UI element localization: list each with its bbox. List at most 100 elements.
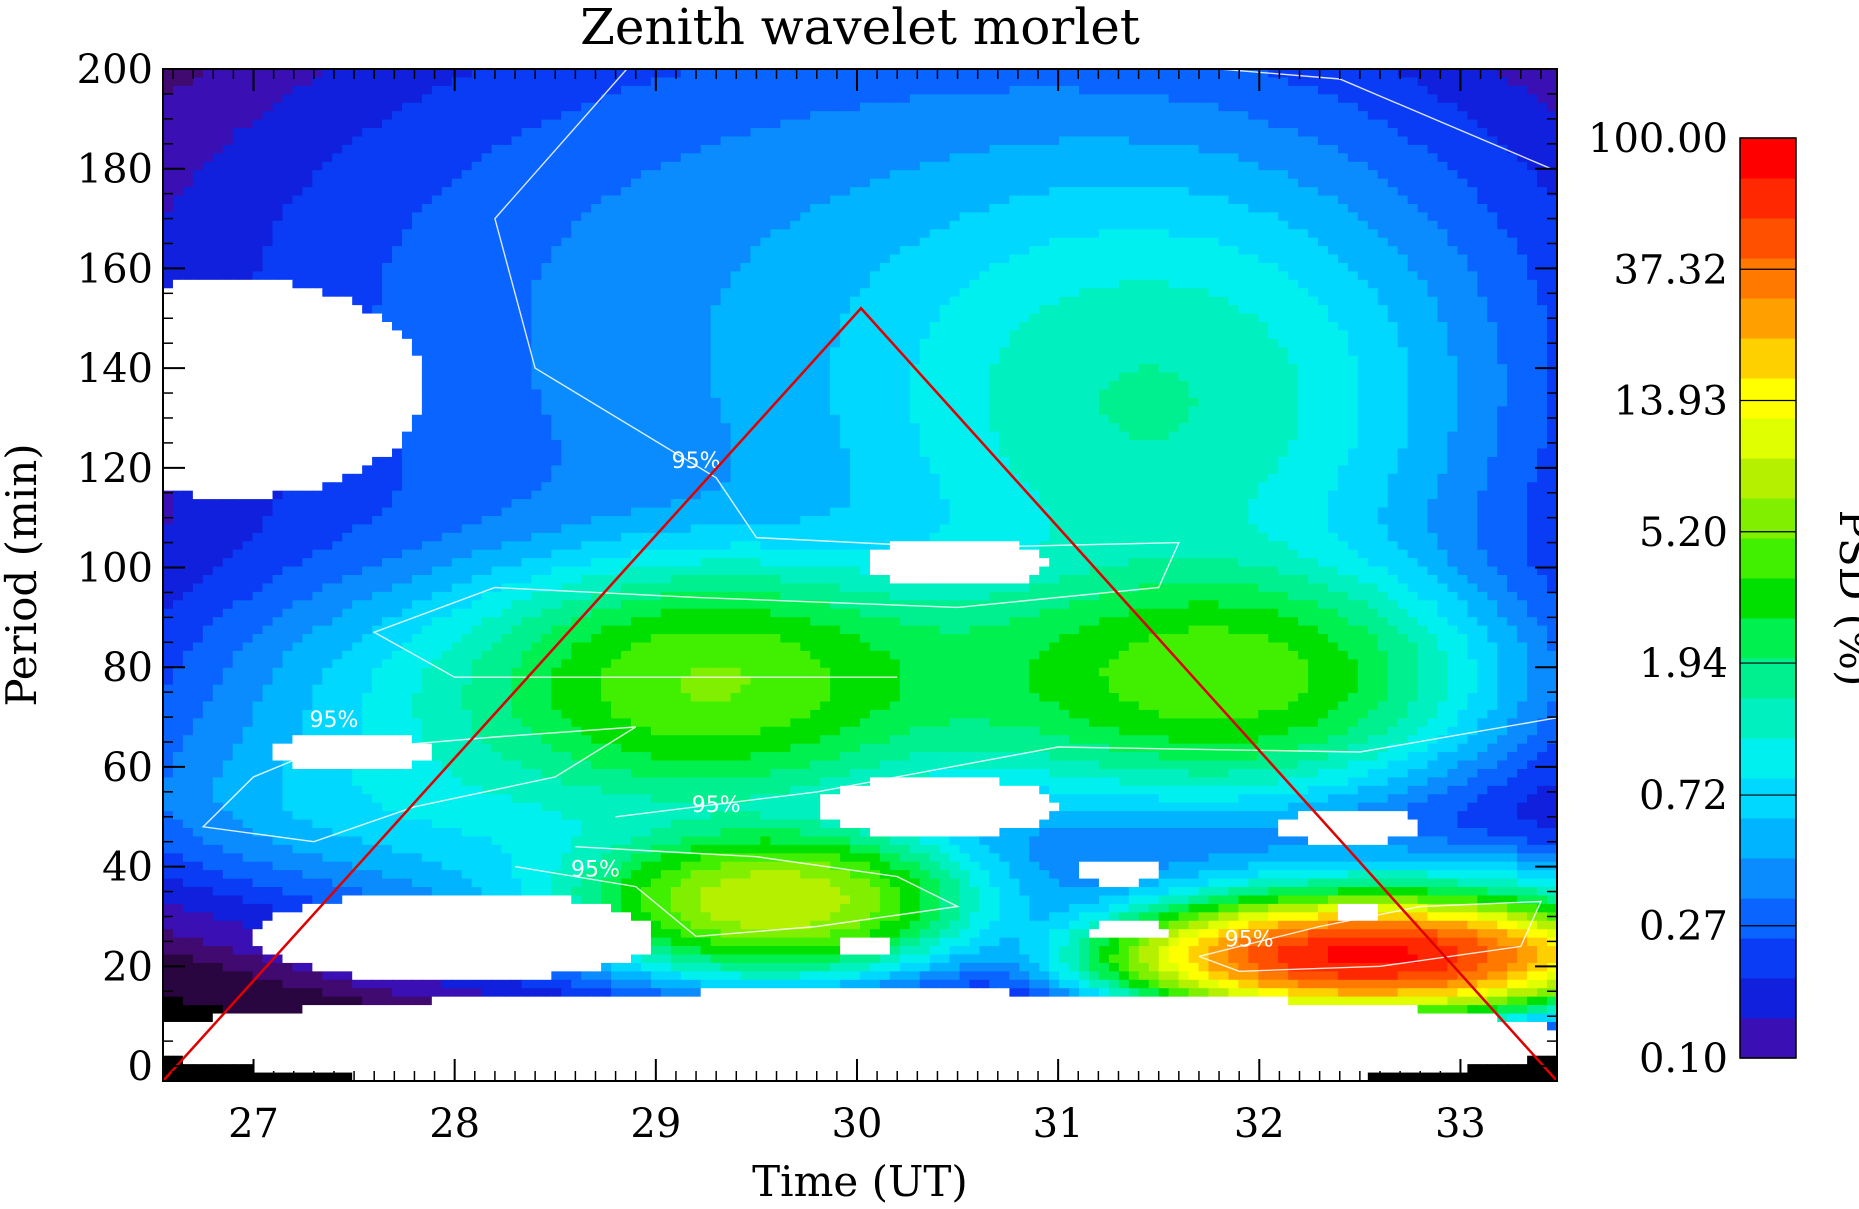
heatmap-cell [481, 246, 493, 256]
heatmap-cell [1487, 69, 1498, 79]
heatmap-cell [1437, 119, 1449, 129]
heatmap-cell [1148, 347, 1160, 357]
heatmap-cell [561, 187, 572, 197]
heatmap-cell [840, 330, 851, 340]
heatmap-cell [740, 128, 752, 138]
heatmap-cell [551, 271, 562, 281]
heatmap-cell [1069, 355, 1080, 365]
heatmap-cell [919, 254, 931, 264]
heatmap-cell [730, 355, 742, 365]
heatmap-cell [979, 144, 991, 154]
heatmap-cell [501, 187, 513, 197]
heatmap-cell [750, 119, 762, 129]
heatmap-cell [451, 102, 463, 112]
heatmap-cell [1467, 254, 1478, 264]
heatmap-cell [919, 305, 931, 315]
heatmap-cell [720, 94, 732, 104]
heatmap-cell [401, 305, 413, 315]
heatmap-cell [1228, 229, 1239, 239]
heatmap-cell [411, 347, 423, 357]
heatmap-cell [670, 330, 682, 340]
heatmap-cell [1178, 69, 1190, 79]
heatmap-cell [1218, 161, 1230, 171]
heatmap-cell [481, 128, 493, 138]
heatmap-cell [670, 203, 682, 213]
heatmap-cell [212, 170, 224, 180]
heatmap-cell [272, 161, 284, 171]
heatmap-cell [282, 161, 294, 171]
heatmap-cell [1218, 305, 1230, 315]
heatmap-cell [710, 102, 722, 112]
heatmap-cell [909, 69, 921, 79]
heatmap-cell [1407, 296, 1419, 306]
heatmap-cell [621, 313, 632, 323]
heatmap-cell [1397, 203, 1409, 213]
heatmap-cell [202, 102, 214, 112]
heatmap-cell [999, 102, 1010, 112]
heatmap-cell [451, 161, 463, 171]
heatmap-cell [1238, 195, 1249, 205]
heatmap-cell [571, 170, 582, 180]
heatmap-cell [352, 212, 363, 222]
heatmap-cell [571, 94, 582, 104]
heatmap-cell [650, 187, 662, 197]
heatmap-cell [830, 170, 841, 180]
heatmap-cell [471, 271, 483, 281]
heatmap-cell [730, 144, 742, 154]
heatmap-cell [1417, 246, 1429, 256]
heatmap-cell [192, 246, 204, 256]
heatmap-cell [1537, 203, 1548, 213]
heatmap-cell [401, 347, 413, 357]
heatmap-cell [1069, 296, 1080, 306]
heatmap-cell [342, 355, 353, 365]
heatmap-cell [1427, 279, 1439, 289]
heatmap-cell [312, 330, 323, 340]
heatmap-cell [1258, 170, 1269, 180]
heatmap-cell [252, 279, 264, 289]
heatmap-cell [1148, 313, 1160, 323]
heatmap-cell [989, 262, 1000, 272]
heatmap-cell [690, 77, 702, 87]
heatmap-cell [790, 178, 801, 188]
heatmap-cell [461, 119, 473, 129]
heatmap-cell [660, 305, 672, 315]
heatmap-cell [601, 330, 612, 340]
heatmap-cell [1357, 288, 1369, 298]
heatmap-cell [1337, 246, 1349, 256]
heatmap-cell [212, 136, 224, 146]
heatmap-cell [272, 288, 284, 298]
heatmap-cell [601, 254, 612, 264]
heatmap-cell [1138, 144, 1150, 154]
heatmap-cell [840, 203, 851, 213]
heatmap-cell [1487, 254, 1498, 264]
heatmap-cell [1188, 254, 1200, 264]
heatmap-cell [760, 288, 771, 298]
heatmap-cell [999, 161, 1010, 171]
heatmap-cell [262, 355, 274, 365]
heatmap-cell [1248, 187, 1259, 197]
heatmap-cell [441, 195, 453, 205]
heatmap-cell [1487, 203, 1498, 213]
heatmap-cell [342, 128, 353, 138]
heatmap-cell [601, 153, 612, 163]
heatmap-cell [969, 94, 981, 104]
heatmap-cell [362, 102, 373, 112]
heatmap-cell [760, 279, 771, 289]
heatmap-cell [730, 271, 742, 281]
heatmap-cell [212, 229, 224, 239]
heatmap-cell [869, 296, 881, 306]
heatmap-cell [1138, 178, 1150, 188]
heatmap-cell [1128, 69, 1140, 79]
heatmap-cell [850, 229, 861, 239]
heatmap-cell [1039, 136, 1050, 146]
heatmap-cell [1327, 330, 1339, 340]
heatmap-cell [800, 262, 811, 272]
heatmap-cell [720, 195, 732, 205]
heatmap-cell [1168, 212, 1180, 222]
heatmap-cell [232, 69, 244, 79]
heatmap-cell [1417, 355, 1429, 365]
heatmap-cell [1248, 330, 1259, 340]
heatmap-cell [740, 305, 752, 315]
heatmap-cell [730, 170, 742, 180]
heatmap-cell [372, 136, 383, 146]
